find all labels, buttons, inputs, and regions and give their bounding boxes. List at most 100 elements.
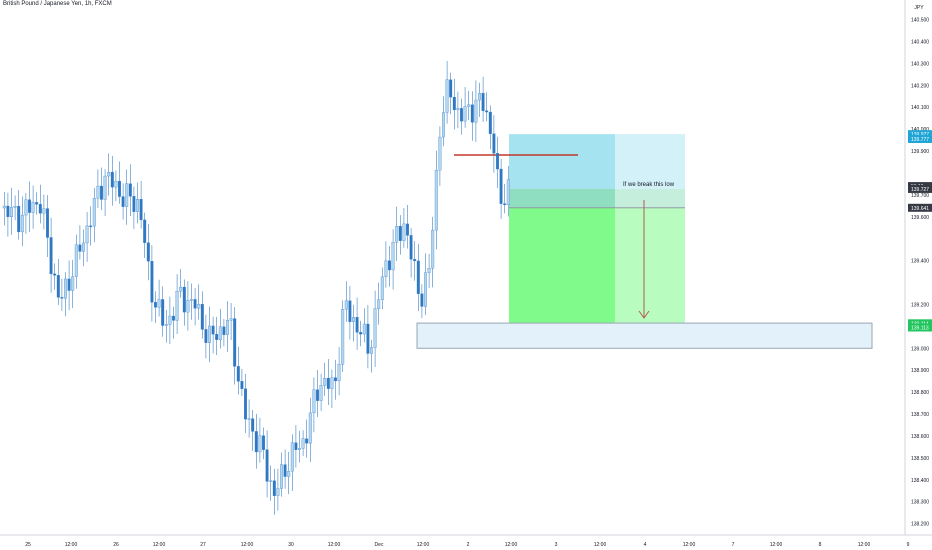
- candle-body: [128, 183, 132, 197]
- candle-body: [449, 79, 453, 98]
- candle-body: [125, 183, 129, 207]
- x-tick-label: 12:00: [328, 542, 341, 548]
- x-tick-label: 12:00: [770, 542, 783, 548]
- candle-body: [294, 442, 298, 450]
- candle-body: [474, 99, 478, 123]
- candle-body: [82, 242, 85, 252]
- candle-body: [35, 202, 39, 205]
- price-badge-label: 139.727: [911, 187, 929, 193]
- candle-body: [143, 219, 147, 243]
- candle-body: [236, 366, 240, 382]
- candle-body: [506, 179, 510, 205]
- y-tick-label: 138.600: [911, 434, 929, 440]
- price-badge-label: 139.641: [911, 206, 929, 212]
- y-tick-label: 139.000: [911, 346, 929, 352]
- candle-body: [233, 318, 237, 367]
- x-tick-label: 12:00: [153, 542, 166, 548]
- candle-body: [348, 300, 352, 322]
- candle-body: [74, 244, 78, 277]
- candle-body: [262, 435, 265, 450]
- x-tick-label: 9: [907, 542, 910, 548]
- candle-body: [172, 315, 175, 321]
- candle-body: [355, 317, 359, 333]
- candle-body: [283, 464, 287, 477]
- candle-body: [2, 205, 6, 209]
- x-tick-label: 30: [288, 542, 294, 548]
- candle-body: [186, 299, 190, 313]
- candle-body: [258, 435, 262, 453]
- chart-title: British Pound / Japanese Yen, 1h, FXCM: [3, 1, 112, 7]
- candle-body: [154, 302, 157, 308]
- candle-body: [492, 133, 496, 154]
- price-badge-label: 139.113: [911, 325, 929, 331]
- candle-body: [337, 364, 341, 382]
- x-tick-label: Dec: [375, 542, 384, 548]
- candle-body: [287, 471, 291, 477]
- candle-body: [388, 260, 391, 271]
- candle-body: [10, 207, 13, 218]
- y-tick-label: 138.500: [911, 456, 929, 462]
- x-tick-label: 12:00: [505, 542, 518, 548]
- candle-body: [46, 208, 49, 238]
- candle-body: [193, 299, 197, 309]
- candle-body: [452, 96, 456, 111]
- candle-body: [445, 79, 449, 113]
- candle-body: [499, 168, 503, 204]
- candle-body: [139, 199, 143, 221]
- candle-body: [200, 303, 204, 330]
- y-tick-label: 138.200: [911, 522, 929, 528]
- candle-body: [402, 223, 406, 241]
- candle-body: [481, 93, 485, 111]
- candle-body: [395, 226, 399, 243]
- candle-body: [478, 93, 481, 101]
- x-tick-label: 12:00: [65, 542, 78, 548]
- candle-body: [341, 309, 345, 365]
- candle-body: [179, 286, 183, 292]
- candle-body: [366, 323, 370, 354]
- candle-body: [103, 175, 107, 200]
- candle-body: [244, 388, 247, 420]
- candle-body: [359, 332, 363, 335]
- candle-body: [6, 205, 10, 218]
- candle-body: [334, 377, 337, 382]
- candle-body: [96, 185, 100, 199]
- candle-body: [272, 480, 276, 496]
- candle-body: [42, 208, 46, 214]
- candle-body: [150, 261, 154, 303]
- x-tick-label: 4: [644, 542, 647, 548]
- candle-body: [28, 199, 31, 213]
- candle-body: [438, 136, 442, 171]
- candle-body: [496, 153, 499, 170]
- candle-body: [56, 275, 60, 298]
- y-tick-label: 140.200: [911, 83, 929, 89]
- candle-body: [17, 205, 21, 233]
- stop-zone: [509, 134, 615, 189]
- candle-body: [265, 449, 269, 482]
- candle-body: [78, 244, 82, 252]
- price-badge: [908, 184, 932, 193]
- candle-body: [406, 223, 409, 236]
- candle-body: [442, 112, 445, 138]
- candle-body: [13, 205, 17, 208]
- candle-body: [67, 278, 71, 291]
- candle-body: [211, 325, 215, 335]
- price-badge: [908, 130, 932, 139]
- candle-body: [114, 180, 118, 188]
- candle-body: [398, 226, 402, 241]
- candle-body: [413, 259, 417, 262]
- price-badge: [908, 203, 932, 212]
- candle-body: [485, 110, 489, 113]
- annotation-text: If we break this low: [623, 182, 675, 188]
- price-badge: [908, 134, 932, 143]
- candle-body: [182, 286, 186, 313]
- candle-body: [319, 385, 323, 401]
- candle-body: [380, 276, 384, 300]
- candle-body: [420, 293, 424, 307]
- candle-body: [463, 106, 467, 122]
- candle-body: [38, 204, 42, 214]
- x-tick-label: 12:00: [417, 542, 430, 548]
- candle-body: [215, 334, 219, 340]
- candle-body: [254, 431, 258, 453]
- y-tick-label: 138.400: [911, 478, 929, 484]
